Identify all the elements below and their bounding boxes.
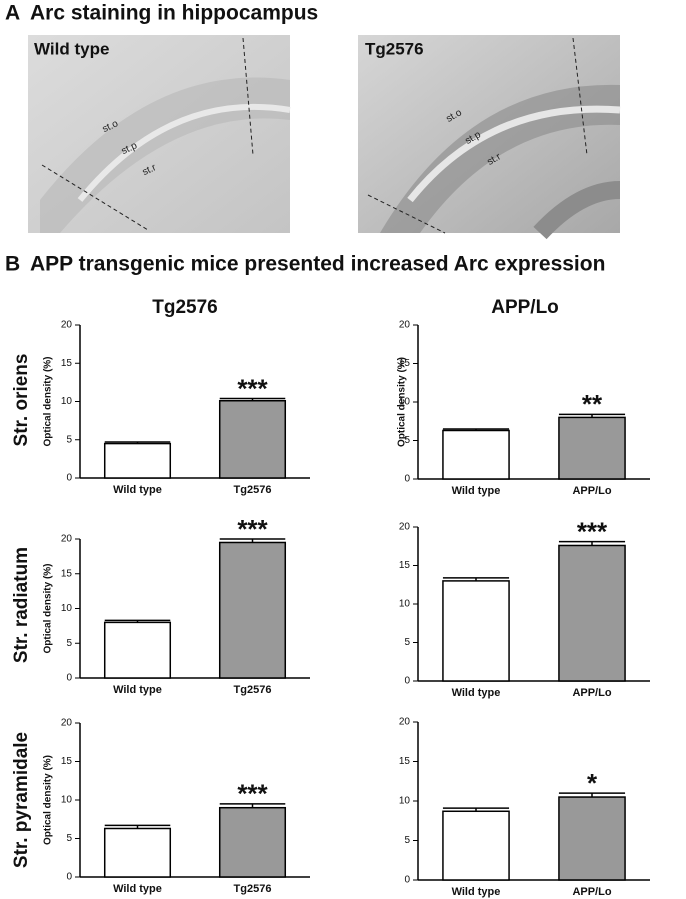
x-tick-label: Tg2576 bbox=[234, 684, 272, 696]
column-title: Tg2576 bbox=[152, 297, 217, 318]
significance: *** bbox=[237, 514, 268, 544]
y-tick-label: 10 bbox=[61, 396, 73, 407]
y-tick-label: 20 bbox=[61, 534, 73, 545]
row-title: Str. radiatum bbox=[11, 547, 32, 663]
x-tick-label: Wild type bbox=[113, 684, 162, 696]
y-tick-label: 0 bbox=[404, 676, 410, 687]
y-tick-label: 5 bbox=[66, 638, 72, 649]
y-tick-label: 10 bbox=[399, 397, 411, 408]
y-tick-label: 20 bbox=[399, 522, 411, 533]
image-label: Tg2576 bbox=[365, 39, 424, 58]
panel-title: APP transgenic mice presented increased … bbox=[30, 253, 605, 276]
y-tick-label: 0 bbox=[404, 875, 410, 886]
y-tick-label: 15 bbox=[61, 358, 73, 369]
y-tick-label: 0 bbox=[66, 673, 72, 684]
y-tick-label: 20 bbox=[399, 717, 411, 728]
y-tick-label: 5 bbox=[66, 434, 72, 445]
y-tick-label: 0 bbox=[66, 872, 72, 883]
row-title: Str. pyramidale bbox=[11, 732, 32, 868]
x-tick-label: Wild type bbox=[452, 886, 501, 898]
column-title: APP/Lo bbox=[491, 297, 559, 318]
bar bbox=[103, 442, 172, 479]
bar bbox=[218, 806, 287, 878]
x-tick-label: Wild type bbox=[452, 687, 501, 699]
significance: ** bbox=[582, 389, 603, 419]
x-tick-label: Tg2576 bbox=[234, 883, 272, 895]
y-tick-label: 20 bbox=[399, 320, 411, 331]
y-tick-label: 10 bbox=[61, 795, 73, 806]
significance: *** bbox=[237, 779, 268, 809]
row-title: Str. oriens bbox=[11, 354, 32, 447]
bar bbox=[442, 429, 510, 480]
y-tick-label: 15 bbox=[61, 568, 73, 579]
image-label: Wild type bbox=[34, 39, 109, 58]
bar bbox=[558, 416, 626, 480]
bar bbox=[558, 544, 626, 682]
y-tick-label: 20 bbox=[61, 320, 73, 331]
y-tick-label: 15 bbox=[61, 756, 73, 767]
bar bbox=[103, 827, 172, 878]
x-tick-label: APP/Lo bbox=[572, 886, 611, 898]
y-axis-label: Optical density (%) bbox=[43, 755, 54, 845]
y-tick-label: 0 bbox=[66, 473, 72, 484]
panel-label: A bbox=[5, 2, 20, 25]
bar bbox=[218, 541, 287, 679]
y-tick-label: 10 bbox=[399, 796, 411, 807]
x-tick-label: APP/Lo bbox=[572, 485, 611, 497]
micrograph: Wild type st.o st.p st.r bbox=[28, 35, 291, 233]
y-tick-label: 5 bbox=[404, 435, 410, 446]
significance: *** bbox=[577, 517, 608, 547]
x-tick-label: APP/Lo bbox=[572, 687, 611, 699]
y-tick-label: 10 bbox=[399, 599, 411, 610]
bar bbox=[442, 810, 510, 881]
y-tick-label: 15 bbox=[399, 358, 411, 369]
y-tick-label: 5 bbox=[404, 835, 410, 846]
panel-title: Arc staining in hippocampus bbox=[30, 2, 318, 25]
x-tick-label: Wild type bbox=[113, 484, 162, 496]
micrograph: Tg2576 st.o st.p st.r bbox=[358, 35, 621, 240]
bar bbox=[558, 796, 626, 881]
y-tick-label: 20 bbox=[61, 718, 73, 729]
bar bbox=[218, 399, 287, 479]
significance: *** bbox=[237, 373, 268, 403]
y-tick-label: 10 bbox=[61, 603, 73, 614]
y-axis-label: Optical density (%) bbox=[397, 357, 408, 447]
y-tick-label: 5 bbox=[66, 833, 72, 844]
x-tick-label: Wild type bbox=[113, 883, 162, 895]
y-tick-label: 0 bbox=[404, 474, 410, 485]
x-tick-label: Tg2576 bbox=[234, 484, 272, 496]
y-tick-label: 15 bbox=[399, 756, 411, 767]
bar bbox=[103, 621, 172, 679]
y-axis-label: Optical density (%) bbox=[43, 563, 54, 653]
y-tick-label: 5 bbox=[404, 637, 410, 648]
significance: * bbox=[587, 768, 598, 798]
panel-label: B bbox=[5, 253, 20, 276]
y-axis-label: Optical density (%) bbox=[43, 356, 54, 446]
y-tick-label: 15 bbox=[399, 560, 411, 571]
bar bbox=[442, 580, 510, 682]
x-tick-label: Wild type bbox=[452, 485, 501, 497]
